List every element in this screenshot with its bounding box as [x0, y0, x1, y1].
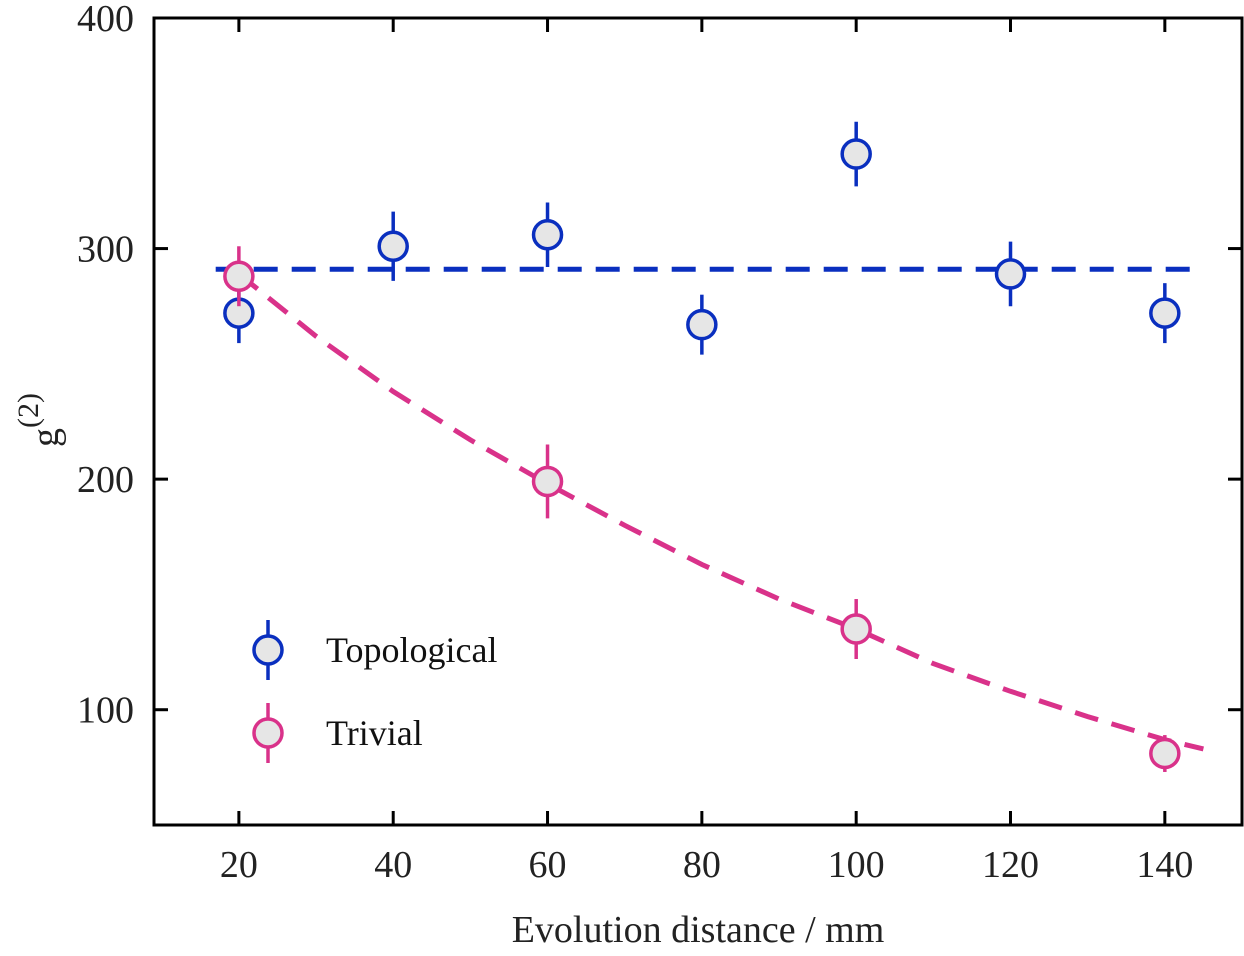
x-tick-label: 60 [529, 844, 567, 886]
y-tick-label: 400 [77, 0, 134, 40]
x-tick-label: 100 [828, 844, 885, 886]
data-point-topological [840, 138, 872, 170]
x-tick-label: 120 [982, 844, 1039, 886]
y-axis-title-base: g [25, 428, 67, 447]
plot-frame [152, 16, 1244, 827]
legend-label-topological: Topological [326, 630, 497, 670]
data-point-topological [377, 230, 409, 263]
x-axis-title: Evolution distance / mm [512, 909, 885, 951]
plot-area [215, 121, 1204, 772]
x-tick-label: 20 [220, 844, 258, 886]
fit-line-trivial [237, 271, 1204, 752]
legend-marker-topological [252, 634, 284, 666]
y-tick-label: 200 [77, 459, 134, 501]
data-point-topological [994, 258, 1027, 290]
y-tick-label: 100 [77, 690, 134, 732]
x-tick-label: 80 [683, 844, 721, 886]
y-tick-label: 300 [77, 229, 134, 271]
data-point-trivial [840, 613, 872, 645]
x-tick-label: 40 [374, 844, 412, 886]
legend-marker-trivial [252, 717, 284, 749]
legend: Topological Trivial [252, 620, 497, 763]
legend-label-trivial: Trivial [326, 713, 423, 753]
data-point-topological [686, 308, 718, 341]
data-point-trivial [1149, 737, 1181, 770]
y-axis-title-superscript: (2) [12, 393, 45, 428]
svg-text:g(2): g(2) [12, 393, 67, 447]
data-point-trivial [223, 260, 255, 292]
x-tick-label: 140 [1136, 844, 1193, 886]
data-point-trivial [531, 465, 564, 498]
axis-ticks: 20 40 60 80 100 120 140 100 200 300 400 [77, 0, 1242, 886]
data-point-topological [531, 218, 564, 251]
data-point-topological [1149, 297, 1181, 329]
y-axis-title: g(2) [12, 393, 67, 447]
